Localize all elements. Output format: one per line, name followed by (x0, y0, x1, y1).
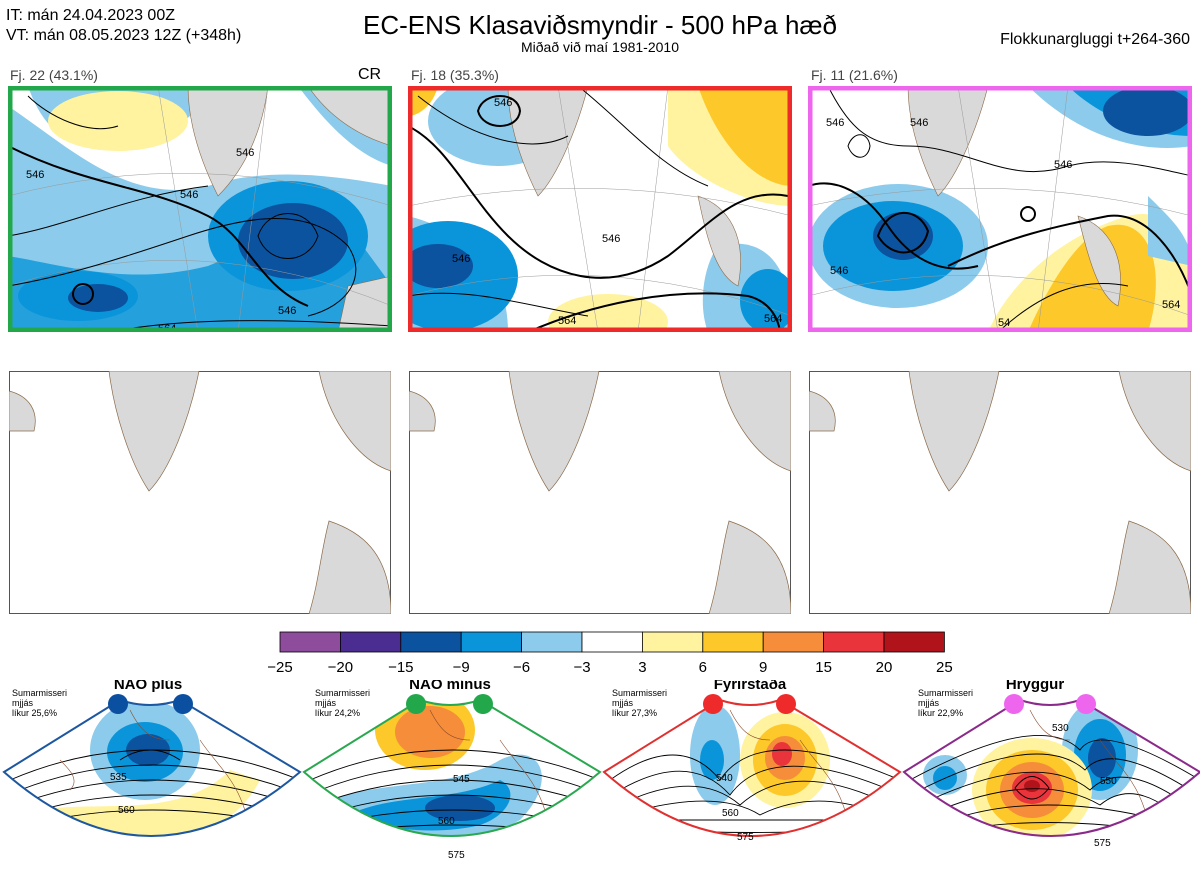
regime-blocking: Fyrirstaða Sumarmisseri mjjás líkur 27,3… (602, 680, 902, 843)
regime-info: Sumarmisseri (918, 688, 973, 698)
contour-label: 545 (453, 774, 470, 785)
cluster-1-map: 546 546 546 546 564 (8, 86, 392, 332)
contour-label: 530 (1052, 723, 1069, 734)
colorbar-tick-label: 9 (759, 659, 767, 676)
empty-map-3 (809, 371, 1191, 614)
contour-label: 560 (722, 808, 739, 819)
contour-label: 564 (1162, 299, 1180, 311)
regime-info: líkur 24,2% (315, 708, 360, 718)
colorbar-swatch (279, 631, 341, 653)
contour-label: 546 (826, 117, 844, 129)
colorbar-swatch (762, 631, 825, 653)
colorbar-tick-label: −20 (328, 659, 353, 676)
classification-window: Flokkunargluggi t+264-360 (1000, 31, 1190, 48)
colorbar-swatch (823, 631, 885, 653)
regime-name: NAO plús (114, 680, 182, 693)
cluster-1-label: Fj. 22 (43.1%) (10, 67, 98, 83)
cluster-3-map: 546 546 546 546 54 564 (808, 86, 1192, 332)
colorbar-tick-label: 3 (638, 659, 646, 676)
colorbar-swatch (521, 631, 583, 653)
colorbar-tick-label: 6 (699, 659, 707, 676)
cluster-3-label: Fj. 11 (21.6%) (811, 67, 898, 83)
contour-label: 575 (448, 850, 465, 861)
contour-label: 546 (910, 117, 928, 129)
contour-label: 560 (118, 805, 135, 816)
contour-label: 564 (558, 315, 576, 327)
regime-info: mjjás (12, 698, 34, 708)
contour-label: 564 (764, 313, 782, 325)
colorbar-swatch (883, 631, 945, 653)
colorbar-tick-label: −6 (513, 659, 530, 676)
contour-label: 550 (1100, 776, 1117, 787)
cluster-frame (408, 86, 792, 332)
colorbar-tick-label: 20 (876, 659, 893, 676)
valid-time: VT: mán 08.05.2023 12Z (+348h) (6, 27, 242, 44)
contour-label: 535 (110, 772, 127, 783)
contour-label: 54 (998, 317, 1010, 329)
contour-label: 575 (737, 832, 754, 843)
contour-label: 575 (1094, 838, 1111, 849)
contour-label: 546 (830, 265, 848, 277)
contour-label: 546 (602, 233, 620, 245)
colorbar-swatch (702, 631, 764, 653)
empty-map-1 (9, 371, 391, 614)
cluster-2-map: 546 546 564 564 546 (408, 86, 792, 332)
colorbar-tick-label: −3 (573, 659, 590, 676)
page-subtitle: Miðað við maí 1981-2010 (521, 39, 679, 55)
colorbar-swatch (340, 631, 402, 653)
contour-label: 546 (278, 305, 296, 317)
colorbar-tick-label: 25 (936, 659, 953, 676)
regime-info: líkur 27,3% (612, 708, 657, 718)
colorbar-tick-label: −15 (388, 659, 413, 676)
regime-info: Sumarmisseri (315, 688, 370, 698)
colorbar-swatch (460, 631, 522, 653)
colorbar-swatch (641, 631, 704, 653)
empty-map-2 (409, 371, 791, 614)
contour-label: 560 (438, 816, 455, 827)
regime-name: Fyrirstaða (714, 680, 787, 693)
run-info: IT: mán 24.04.2023 00Z VT: mán 08.05.202… (6, 6, 241, 46)
initial-time: IT: mán 24.04.2023 00Z (6, 7, 175, 24)
contour-label: 546 (26, 169, 44, 181)
regime-info: líkur 22,9% (918, 708, 963, 718)
cluster-1-tag: CR (358, 66, 382, 83)
colorbar: −25 −20 −15 −9 −6 −3 3 6 9 15 20 25 (267, 631, 953, 676)
contour-label: 540 (716, 773, 733, 784)
contour-label: 546 (494, 97, 512, 109)
contour-label: 546 (236, 147, 254, 159)
colorbar-swatch (581, 631, 643, 653)
regime-info: Sumarmisseri (612, 688, 667, 698)
cluster-2-label: Fj. 18 (35.3%) (411, 67, 499, 83)
regime-name: Hryggur (1006, 680, 1065, 693)
contour-label: 546 (1054, 159, 1072, 171)
cluster-frame (8, 86, 392, 332)
regime-nao-plus: NAO plús Sumarmisseri mjjás líkur 25,6% … (2, 680, 302, 837)
regime-name: NAO mínus (409, 680, 491, 693)
regime-info: mjjás (918, 698, 940, 708)
contour-label: 546 (452, 253, 470, 265)
colorbar-tick-label: −25 (267, 659, 292, 676)
regime-info: mjjás (612, 698, 634, 708)
regime-info: mjjás (315, 698, 337, 708)
contour-label: 546 (180, 189, 198, 201)
regimes-panel: NAO plús Sumarmisseri mjjás líkur 25,6% … (2, 680, 1200, 861)
page-title: EC-ENS Klasaviðsmyndir - 500 hPa hæð (363, 10, 837, 40)
colorbar-tick-label: 15 (815, 659, 832, 676)
colorbar-tick-label: −9 (453, 659, 470, 676)
regime-ridge: Hryggur Sumarmisseri mjjás líkur 22,9% 5… (902, 680, 1200, 849)
regime-info: líkur 25,6% (12, 708, 57, 718)
colorbar-swatch (400, 631, 462, 653)
regime-nao-minus: NAO mínus Sumarmisseri mjjás líkur 24,2%… (302, 680, 602, 861)
cluster-frame (808, 86, 1192, 332)
regime-info: Sumarmisseri (12, 688, 67, 698)
